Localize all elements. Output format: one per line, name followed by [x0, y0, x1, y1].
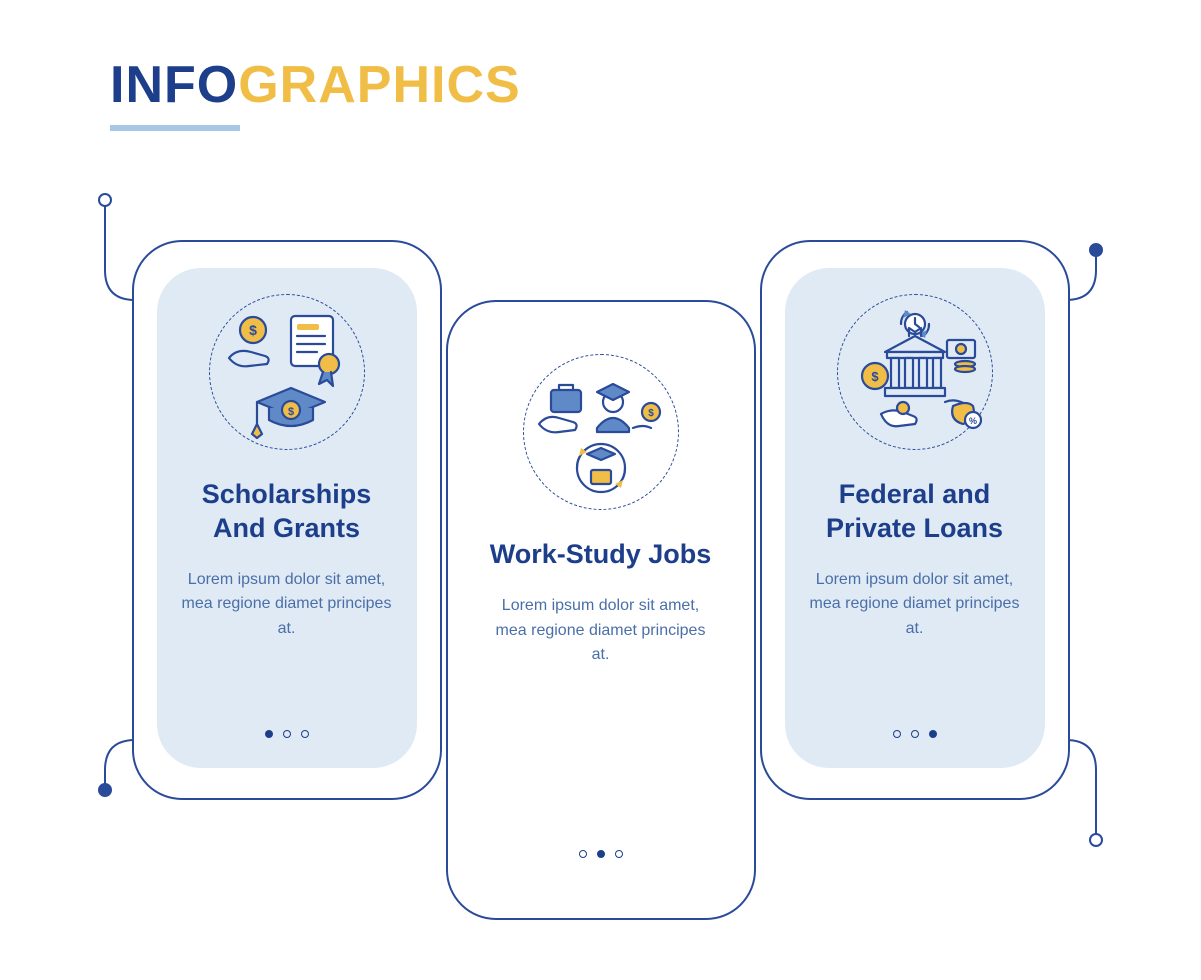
connector-node	[98, 193, 112, 207]
indicator-dot	[893, 730, 901, 738]
scholarship-icon: $ $	[217, 302, 357, 442]
icon-ring: $ $	[209, 294, 365, 450]
card-title: Scholarships And Grants	[173, 478, 401, 546]
indicator-dot	[301, 730, 309, 738]
icon-ring: $ %	[837, 294, 993, 450]
card-work-study: $ Work-Study Jobs Lorem ipsum dolor sit …	[446, 300, 756, 920]
indicator-dot	[615, 850, 623, 858]
icon-ring: $	[523, 354, 679, 510]
loans-icon: $ %	[845, 302, 985, 442]
svg-text:$: $	[287, 406, 293, 418]
card-inner: $ $	[157, 268, 417, 768]
card-body: Lorem ipsum dolor sit amet, mea regione …	[801, 568, 1029, 642]
indicator-dot	[579, 850, 587, 858]
svg-text:$: $	[871, 369, 879, 384]
card-title: Work-Study Jobs	[490, 538, 712, 572]
card-scholarships: $ $	[132, 240, 442, 800]
card-loans: $ %	[760, 240, 1070, 800]
dot-indicator	[893, 730, 937, 738]
indicator-dot	[283, 730, 291, 738]
svg-text:%: %	[968, 416, 976, 426]
page-title: INFOGRAPHICS	[110, 55, 521, 115]
title-word-a: INFO	[110, 55, 238, 115]
indicator-dot	[597, 850, 605, 858]
indicator-dot	[265, 730, 273, 738]
card-inner: $ Work-Study Jobs Lorem ipsum dolor sit …	[471, 328, 731, 888]
card-title: Federal and Private Loans	[801, 478, 1029, 546]
card-body: Lorem ipsum dolor sit amet, mea regione …	[487, 594, 715, 668]
svg-text:$: $	[249, 322, 257, 338]
panel-row: $ $	[0, 240, 1201, 920]
svg-text:$: $	[648, 408, 654, 419]
dot-indicator	[579, 850, 623, 858]
indicator-dot	[929, 730, 937, 738]
card-inner: $ %	[785, 268, 1045, 768]
title-underline	[110, 125, 240, 131]
title-word-b: GRAPHICS	[238, 55, 520, 115]
header: INFOGRAPHICS	[110, 55, 521, 131]
dot-indicator	[265, 730, 309, 738]
card-body: Lorem ipsum dolor sit amet, mea regione …	[173, 568, 401, 642]
indicator-dot	[911, 730, 919, 738]
workstudy-icon: $	[531, 362, 671, 502]
